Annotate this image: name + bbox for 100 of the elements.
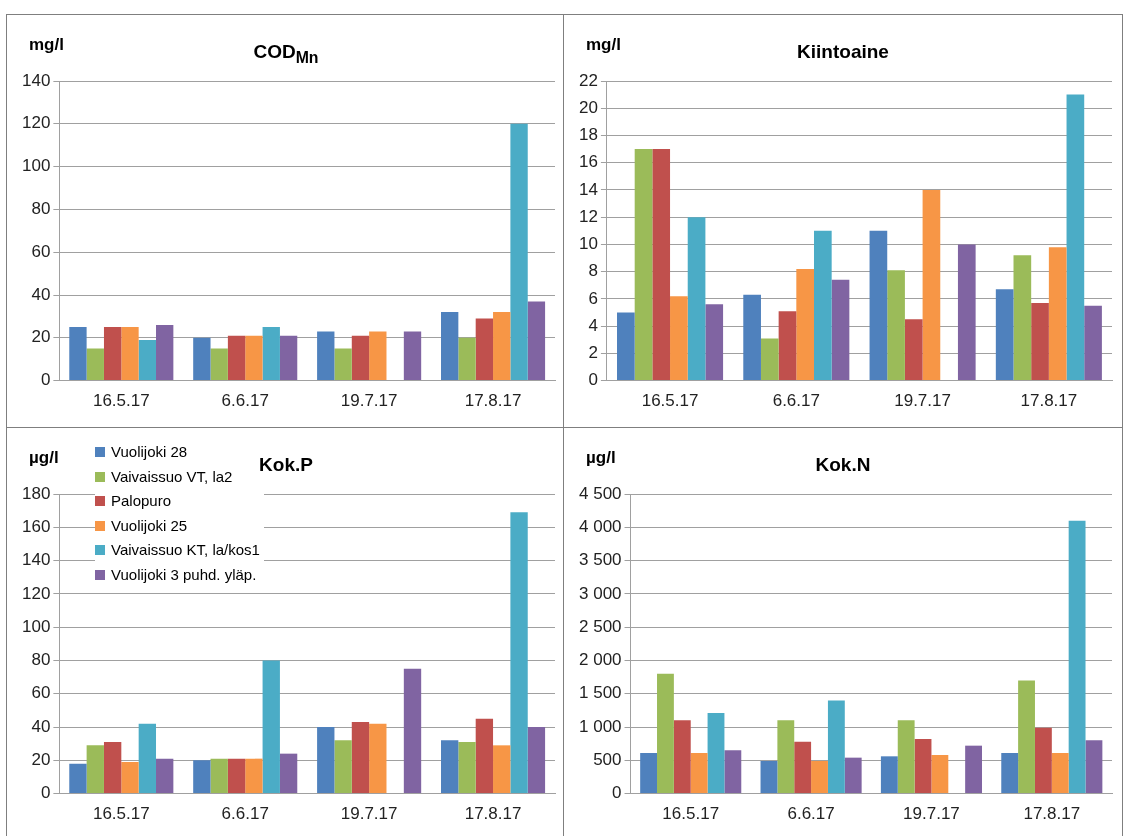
y-tick-label: 140: [21, 70, 51, 90]
y-tick-label: 6: [588, 288, 598, 308]
bar: [995, 289, 1014, 381]
y-tick-label: 0: [612, 783, 622, 803]
bar: [869, 230, 888, 381]
bar: [707, 713, 725, 794]
bar: [657, 673, 674, 794]
y-tick-label: 0: [588, 370, 598, 390]
bar: [279, 753, 298, 794]
x-tick-label: 16.5.17: [92, 391, 150, 411]
bar: [227, 758, 246, 794]
x-tick-label: 16.5.17: [641, 391, 699, 411]
x-tick-label: 17.8.17: [464, 391, 522, 411]
y-tick-label: 1 500: [578, 683, 622, 703]
bar: [69, 327, 87, 381]
bar: [687, 217, 706, 381]
y-tick-label: 40: [31, 284, 51, 304]
bar: [670, 296, 688, 381]
y-tick-label: 18: [578, 125, 598, 145]
bar: [1084, 305, 1102, 381]
bar: [743, 294, 761, 381]
chart-title: COD$_{Mn}$: [253, 41, 319, 66]
x-tick-label: 19.7.17: [340, 804, 398, 824]
bar: [705, 304, 724, 381]
bar: [1034, 727, 1052, 794]
y-tick-label: 16: [578, 152, 598, 172]
y-tick-label: 3 000: [578, 583, 622, 603]
bar: [103, 327, 122, 381]
bar: [904, 319, 923, 381]
y-tick-label: 180: [21, 483, 51, 503]
y-tick-label: 20: [31, 327, 51, 347]
bar: [897, 720, 915, 794]
bar: [510, 512, 528, 794]
bar: [777, 720, 795, 794]
bar: [156, 324, 174, 381]
y-tick-label: 120: [21, 583, 51, 603]
bar: [458, 742, 476, 794]
bar: [724, 750, 742, 794]
y-axis-title: mg/l: [29, 35, 64, 55]
bar: [634, 149, 653, 381]
bar: [931, 754, 949, 794]
y-tick-label: 14: [578, 179, 598, 199]
bar: [227, 335, 246, 381]
bar: [245, 335, 263, 381]
bar: [369, 723, 387, 794]
y-tick-label: 2 000: [578, 650, 622, 670]
bar: [138, 339, 157, 381]
bar: [458, 337, 476, 381]
y-tick-label: 100: [21, 616, 51, 636]
x-tick-label: 6.6.17: [221, 391, 269, 411]
y-tick-label: 20: [578, 97, 598, 117]
bar: [1066, 94, 1085, 381]
bar: [245, 758, 263, 794]
y-tick-label: 3 500: [578, 550, 622, 570]
bar: [887, 270, 905, 381]
y-tick-label: 500: [593, 750, 622, 769]
y-tick-label: 4 500: [578, 483, 622, 503]
y-tick-label: 4: [588, 315, 598, 335]
bar: [510, 123, 528, 381]
bar: [351, 722, 370, 794]
bar: [827, 700, 845, 794]
x-tick-label: 17.8.17: [464, 804, 522, 824]
x-tick-label: 6.6.17: [772, 391, 820, 411]
x-tick-label: 6.6.17: [787, 804, 835, 824]
bar: [814, 230, 832, 381]
y-tick-label: 100: [21, 156, 51, 176]
bar: [1048, 247, 1067, 381]
y-tick-label: 0: [40, 370, 51, 390]
chart-title: Kiintoaine: [797, 41, 889, 62]
legend-label: Vuolijoki 25: [111, 516, 188, 534]
y-tick-label: 60: [31, 241, 51, 261]
bar: [1018, 680, 1035, 794]
y-tick-label: 160: [21, 516, 51, 536]
y-tick-label: 10: [578, 234, 598, 254]
bar: [156, 758, 174, 794]
bar: [527, 727, 546, 794]
bar: [262, 660, 280, 794]
bar: [121, 327, 139, 381]
bar: [193, 760, 211, 794]
y-tick-label: 12: [578, 206, 598, 226]
bar: [210, 758, 228, 794]
bar: [403, 668, 422, 794]
bar: [1013, 255, 1032, 381]
bar: [1068, 520, 1086, 794]
legend-label: Vuolijoki 3 puhd. yläp.: [111, 565, 257, 583]
bar: [811, 760, 828, 794]
bar: [475, 318, 494, 381]
y-tick-label: 2: [588, 343, 598, 363]
bar: [493, 312, 511, 381]
bar: [262, 327, 280, 381]
x-tick-label: 17.8.17: [1023, 804, 1081, 824]
y-axis-title: mg/l: [586, 35, 621, 55]
bar: [1085, 740, 1103, 794]
x-tick-label: 6.6.17: [221, 804, 269, 824]
legend-label: Vaivaissuo KT, la/kos1: [111, 541, 260, 558]
bar: [760, 338, 779, 381]
y-tick-label: 20: [31, 750, 51, 769]
legend-label: Vaivaissuo VT, la2: [111, 467, 233, 485]
bar: [1051, 752, 1069, 794]
x-tick-label: 16.5.17: [92, 804, 150, 824]
